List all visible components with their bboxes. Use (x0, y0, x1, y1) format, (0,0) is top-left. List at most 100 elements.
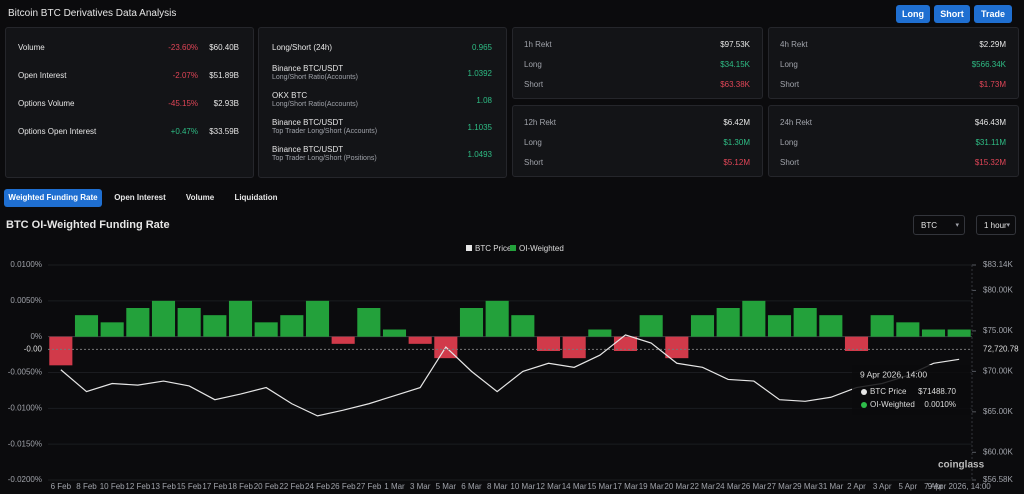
market-label: Open Interest (18, 71, 67, 80)
tab[interactable]: Volume (185, 193, 215, 202)
x-tick-label: 14 Mar (562, 482, 587, 491)
ratio-subtitle: Long/Short Ratio(Accounts) (272, 74, 358, 81)
x-tick-label: 12 Feb (125, 482, 150, 491)
legend-label: BTC Price (475, 244, 512, 253)
bar (254, 322, 278, 337)
x-tick-label: 10 Feb (100, 482, 125, 491)
legend-swatch (466, 245, 472, 251)
rekt-long: $31.11M (975, 138, 1006, 147)
crosshair-y-label: -0.00 (24, 344, 43, 353)
rekt-short: $5.12M (723, 158, 750, 167)
tab[interactable]: Weighted Funding Rate (4, 189, 102, 207)
header-button[interactable]: Long (896, 5, 930, 23)
x-tick-label: 2 Apr (847, 482, 866, 491)
watermark: coinglass (938, 460, 985, 471)
rekt-short-label: Short (524, 80, 544, 89)
rekt-short-label: Short (524, 158, 544, 167)
x-tick-label: 5 Apr (898, 482, 917, 491)
x-tick-label: 10 Mar (510, 482, 535, 491)
x-tick-label: 17 Feb (202, 482, 227, 491)
rekt-short: $63.38K (720, 80, 750, 89)
rekt-long-label: Long (780, 60, 798, 69)
x-tick-label: 20 Feb (254, 482, 279, 491)
x-tick-label: 24 Feb (305, 482, 330, 491)
bar (844, 336, 869, 351)
x-tick-label: 17 Mar (613, 482, 638, 491)
tab[interactable]: Open Interest (114, 193, 166, 202)
bar (382, 329, 407, 337)
ratio-title: OKX BTC (272, 91, 308, 100)
ratio-title: Long/Short (24h) (272, 43, 333, 52)
ratio-value: 1.1035 (467, 123, 492, 132)
bar (74, 315, 99, 337)
ratio-card: Long/Short (24h) 0.965 Binance BTC/USDT Lon… (258, 27, 507, 178)
selector-caret: ▾ (1006, 222, 1010, 229)
x-tick-label: 5 Mar (436, 482, 457, 491)
rekt-long-label: Long (780, 138, 798, 147)
tooltip-dot (861, 402, 867, 408)
x-tick-label: 3 Mar (410, 482, 431, 491)
rekt-long: $34.15K (720, 60, 750, 69)
chart-title: BTC OI-Weighted Funding Rate (6, 219, 170, 231)
x-tick-label: 6 Mar (461, 482, 482, 491)
x-tick-label: 6 Feb (51, 482, 72, 491)
tooltip-price-name: BTC Price (870, 387, 907, 396)
bar (177, 308, 201, 337)
rekt-card: 24h Rekt $46.43M Long $31.11M Short $15.32M (768, 105, 1019, 177)
x-tick-label: 22 Feb (279, 482, 304, 491)
x-tick-label: 24 Mar (716, 482, 741, 491)
selector-label: 1 hour (984, 221, 1007, 230)
crosshair-y2-label: 72,720.78 (983, 344, 1019, 353)
price-line (60, 334, 960, 417)
bar (639, 315, 663, 337)
bar (767, 315, 792, 337)
ratio-value: 1.0392 (467, 69, 492, 78)
market-change: -45.15% (168, 99, 198, 108)
x-tick-label: 15 Feb (177, 482, 202, 491)
ratio-subtitle: Long/Short Ratio(Accounts) (272, 101, 358, 108)
x-tick-label: 26 Mar (741, 482, 766, 491)
tooltip-rate-name: OI-Weighted (870, 400, 915, 409)
bar (203, 315, 227, 337)
bar (536, 336, 561, 351)
ratio-value: 1.08 (476, 96, 492, 105)
x-tick-label: 27 Feb (356, 482, 381, 491)
x-tick-label: 9 Apr 2026, 14:00 (928, 482, 992, 491)
rekt-long: $566.34K (971, 60, 1006, 69)
x-tick-label: 31 Mar (818, 482, 843, 491)
y-tick-label: -0.0100% (8, 403, 42, 412)
bar (870, 315, 894, 337)
x-tick-label: 13 Feb (151, 482, 176, 491)
bar (126, 308, 150, 337)
rekt-title: 24h Rekt (780, 118, 813, 127)
x-tick-label: 27 Mar (767, 482, 792, 491)
x-tick-label: 26 Feb (331, 482, 356, 491)
selector-caret: ▾ (955, 222, 959, 229)
bar (305, 300, 330, 337)
rekt-total: $97.53K (720, 40, 750, 49)
tab[interactable]: Liquidation (234, 193, 278, 202)
rekt-title: 12h Rekt (524, 118, 557, 127)
y-tick-label: 0.0100% (10, 260, 42, 269)
tooltip-date: 9 Apr 2026, 14:00 (860, 369, 927, 379)
x-tick-label: 22 Mar (690, 482, 715, 491)
y2-tick-label: $60.00K (983, 447, 1013, 456)
bar (228, 300, 253, 337)
y-tick-label: -0.0150% (8, 439, 42, 448)
selector[interactable]: 1 hour ▾ (976, 215, 1016, 235)
selector[interactable]: BTC ▾ (913, 215, 965, 235)
bar (408, 336, 432, 344)
bar (151, 300, 176, 337)
ratio-subtitle: Top Trader Long/Short (Positions) (272, 155, 377, 162)
market-value: $60.40B (209, 43, 239, 52)
tooltip-box (852, 365, 970, 415)
x-tick-label: 3 Apr (873, 482, 892, 491)
bar (511, 315, 535, 337)
rekt-long: $1.30M (723, 138, 750, 147)
y-tick-label: -0.0200% (8, 475, 42, 484)
chart: -0.0200% -0.0150% -0.0100% -0.0050% 0% 0.0050… (8, 244, 1019, 491)
market-value: $51.89B (209, 71, 239, 80)
header-button[interactable]: Short (934, 5, 970, 23)
x-tick-label: 15 Mar (587, 482, 612, 491)
header-button[interactable]: Trade (974, 5, 1012, 23)
